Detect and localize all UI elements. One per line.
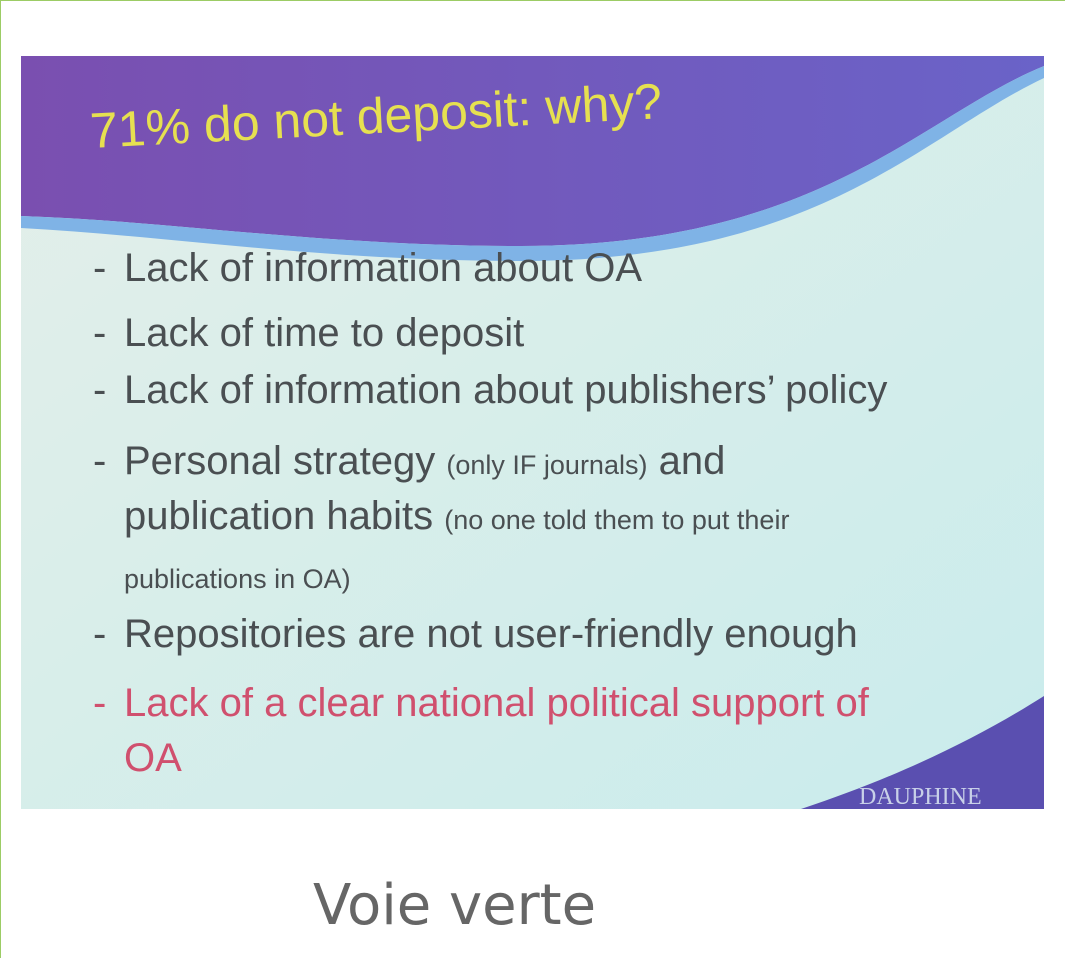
item-text: Personal strategy: [124, 439, 446, 483]
page: 71% do not deposit: why? DAUPHINE -Lack …: [0, 0, 1065, 958]
item-text: publications in OA): [124, 564, 351, 594]
bullet: -: [93, 368, 106, 412]
item-line: publications in OA): [124, 564, 351, 594]
bullet: -: [93, 681, 106, 725]
item-text: Lack of time to deposit: [124, 311, 524, 355]
item-text: (no one told them to put their: [444, 505, 789, 535]
bullet: -: [93, 311, 106, 355]
bullet: -: [93, 612, 106, 656]
item-line: Repositories are not user-friendly enoug…: [124, 612, 858, 656]
bullet: -: [93, 246, 106, 290]
item-line: OA: [124, 736, 182, 780]
item-line: Lack of information about OA: [124, 246, 642, 290]
logo: DAUPHINE: [859, 784, 982, 809]
slide: 71% do not deposit: why? DAUPHINE -Lack …: [21, 56, 1044, 809]
item-text: Lack of information about publishers’ po…: [124, 368, 887, 412]
bullet: -: [93, 439, 106, 483]
item-text: Lack of a clear national political suppo…: [124, 681, 870, 725]
item-text: Lack of information about OA: [124, 246, 642, 290]
item-text: publication habits: [124, 494, 444, 538]
item-line: Lack of a clear national political suppo…: [124, 681, 870, 725]
item-line: Lack of time to deposit: [124, 311, 524, 355]
item-text: OA: [124, 736, 182, 780]
item-line: Lack of information about publishers’ po…: [124, 368, 887, 412]
item-text: (only IF journals): [446, 450, 647, 480]
item-text: and: [647, 439, 725, 483]
caption: Voie verte: [313, 873, 596, 938]
item-text: Repositories are not user-friendly enoug…: [124, 612, 858, 656]
